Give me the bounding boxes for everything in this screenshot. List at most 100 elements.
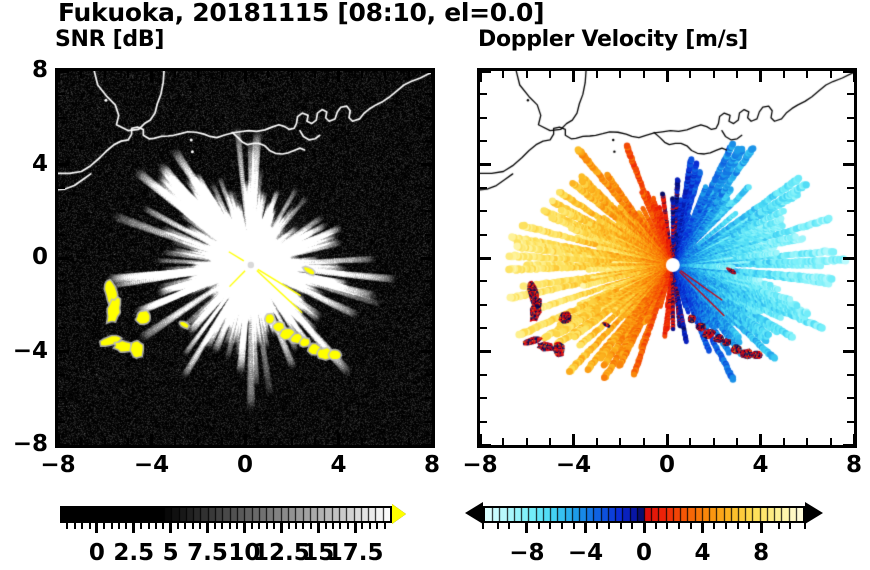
axis-tick [425,186,434,189]
y-ticklabel: −8 [12,431,48,457]
axis-tick [595,69,598,78]
axis-tick [56,140,65,143]
axis-tick [407,438,410,447]
axis-tick [478,434,482,447]
snr-plot-area[interactable] [55,68,435,448]
axis-tick [665,434,669,447]
colorbar-minor-tick [103,523,106,529]
axis-tick [478,327,487,330]
colorbar-minor-tick [572,523,575,529]
axis-tick [56,350,69,353]
axis-tick [425,140,434,143]
colorbar-minor-tick [324,523,327,529]
x-ticklabel: 4 [752,452,769,478]
axis-tick [847,186,856,189]
axis-tick [127,69,130,78]
axis-tick [843,256,856,260]
colorbar-minor-tick [154,523,157,529]
colorbar-major-tick [525,523,529,533]
axis-tick [478,303,487,306]
axis-tick [103,69,106,78]
colorbar-minor-tick [258,523,261,529]
colorbar-ticklabel: 12.5 [252,540,310,566]
colorbar-minor-tick [666,523,669,529]
figure-title: Fukuoka, 20181115 [08:10, el=0.0] [58,0,545,27]
y-ticklabel: 0 [31,244,48,270]
colorbar-ticklabel: 0 [88,540,105,566]
axis-tick [314,438,317,447]
colorbar-minor-tick [376,523,379,529]
snr-axis-ticks [56,69,434,447]
axis-tick [525,69,528,78]
colorbar-minor-tick [748,523,751,529]
colorbar-ticklabel: −4 [567,540,604,566]
axis-tick [478,397,487,400]
doppler-axis-ticks [478,69,856,447]
axis-tick [782,69,785,78]
axis-tick [847,373,856,376]
axis-tick [425,210,434,213]
doppler-colorbar[interactable] [483,506,805,523]
axis-tick [56,93,65,96]
axis-tick [847,233,856,236]
doppler-radar-image [480,71,854,445]
doppler-colorbar-ticks [482,523,806,533]
x-ticklabel: −8 [462,452,498,478]
colorbar-minor-tick [561,523,564,529]
axis-tick [421,256,434,260]
colorbar-minor-tick [221,523,224,529]
colorbar-minor-tick [191,523,194,529]
axis-tick [847,210,856,213]
axis-tick [829,69,832,78]
axis-tick [478,280,487,283]
axis-tick [478,233,487,236]
colorbar-major-tick [316,523,320,533]
axis-tick [478,186,487,189]
snr-radar-image [58,71,432,445]
axis-tick [56,69,69,73]
colorbar-major-tick [701,523,705,533]
colorbar-minor-tick [689,523,692,529]
axis-tick [56,303,65,306]
colorbar-major-tick [642,523,646,533]
axis-tick [425,233,434,236]
axis-tick [549,69,552,78]
axis-tick [290,438,293,447]
axis-tick [572,434,575,447]
snr-colorbar[interactable] [60,506,392,523]
axis-tick [478,69,482,82]
axis-tick [549,438,552,447]
axis-tick [425,373,434,376]
axis-tick [103,438,106,447]
colorbar-minor-tick [177,523,180,529]
colorbar-major-tick [759,523,763,533]
axis-tick [425,303,434,306]
axis-tick [759,69,762,82]
doppler-colorbar-gradient [485,508,803,521]
axis-tick [478,420,487,423]
colorbar-ticklabel: 0 [635,540,652,566]
axis-tick [150,69,153,82]
axis-tick [736,69,739,78]
colorbar-minor-tick [110,523,113,529]
y-ticklabel: 4 [31,150,48,177]
axis-tick [478,163,491,166]
axis-tick [843,350,856,353]
axis-tick [220,438,223,447]
colorbar-minor-tick [482,523,484,529]
colorbar-minor-tick [73,523,76,529]
colorbar-ticklabel: 2.5 [113,540,155,566]
colorbar-minor-tick [250,523,253,529]
colorbar-minor-tick [549,523,552,529]
axis-tick [337,69,340,82]
axis-tick [712,438,715,447]
axis-tick [478,93,487,96]
axis-tick [425,327,434,330]
colorbar-major-tick [169,523,173,533]
axis-tick [425,420,434,423]
axis-tick [243,69,247,82]
colorbar-minor-tick [619,523,622,529]
axis-tick [56,69,60,82]
axis-tick [806,438,809,447]
axis-tick [220,69,223,78]
